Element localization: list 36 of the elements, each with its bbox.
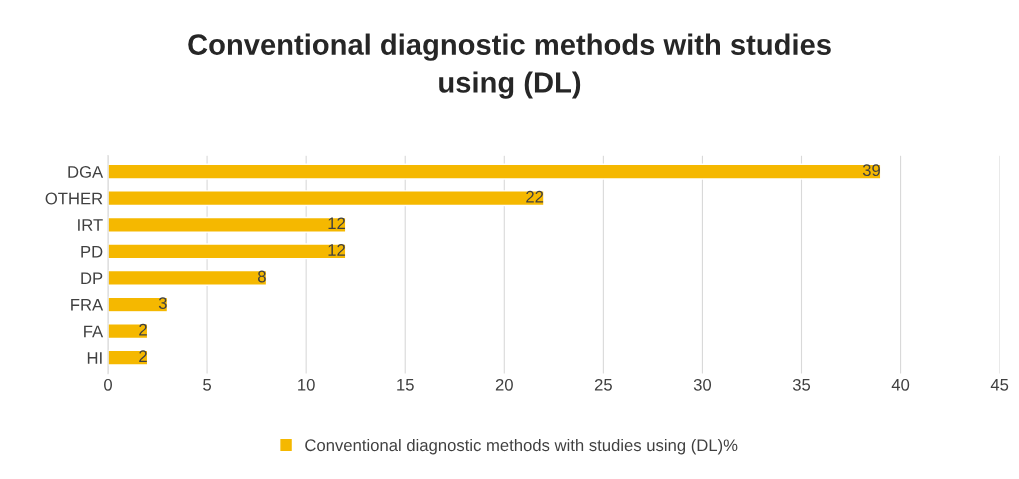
y-tick-label: HI xyxy=(87,352,102,364)
y-tick-label: DGA xyxy=(68,166,104,178)
x-tick-label: 40 xyxy=(891,378,910,391)
x-tick-label: 0 xyxy=(104,378,112,391)
x-tick-label: 35 xyxy=(792,378,811,391)
data-label: 3 xyxy=(158,297,167,309)
data-label: 2 xyxy=(139,350,147,362)
x-tick-label: 5 xyxy=(203,379,212,391)
x-tick-label: 30 xyxy=(693,378,712,391)
data-label: 2 xyxy=(139,323,147,336)
bar xyxy=(108,163,882,180)
data-label: 12 xyxy=(328,244,345,256)
y-tick-label: IRT xyxy=(78,219,103,231)
y-tick-label: DP xyxy=(81,272,103,284)
bar xyxy=(108,349,149,366)
y-tick-label: FA xyxy=(84,325,104,338)
bar xyxy=(108,216,347,233)
data-label: 12 xyxy=(328,217,345,230)
bar xyxy=(108,323,149,340)
bar xyxy=(108,269,268,286)
x-tick-label: 20 xyxy=(495,378,513,391)
legend-label: Conventional diagnostic methods with studies using (DL)% xyxy=(305,438,738,455)
x-tick-label: 45 xyxy=(990,379,1009,391)
bar xyxy=(108,296,169,313)
x-tick-label: 25 xyxy=(594,378,612,391)
y-tick-label: PD xyxy=(81,245,103,258)
bar xyxy=(108,243,347,260)
y-tick-label: FRA xyxy=(71,299,104,311)
chart-title: Conventional diagnostic methods with studies using (DL) xyxy=(188,33,831,99)
data-label: 39 xyxy=(862,164,880,177)
data-label: 8 xyxy=(257,270,266,283)
bar xyxy=(108,190,545,207)
x-tick-label: 10 xyxy=(298,378,315,391)
x-tick-label: 15 xyxy=(397,379,414,391)
y-tick-label: OTHER xyxy=(45,192,103,205)
data-label: 22 xyxy=(526,190,544,203)
